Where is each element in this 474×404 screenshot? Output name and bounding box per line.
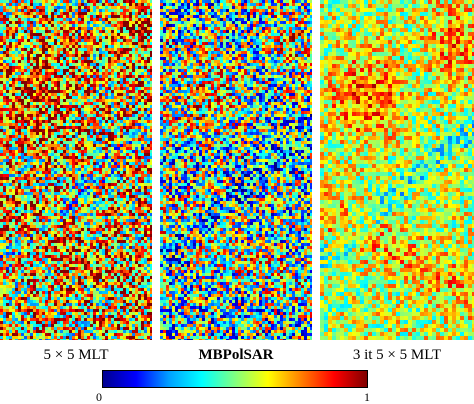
speckle-image: [320, 0, 474, 340]
caption-mbpolsar: MBPolSAR: [198, 347, 274, 363]
colorbar-max-label: 1: [364, 390, 370, 404]
colorbar: [102, 370, 368, 388]
image-panel-iterated-mlt: [320, 0, 474, 340]
image-panel-mlt: [0, 0, 152, 340]
caption-iterated-mlt: 3 it 5 × 5 MLT: [352, 347, 442, 363]
speckle-image: [160, 0, 312, 340]
image-panel-mbpolsar: [160, 0, 312, 340]
caption-mlt: 5 × 5 MLT: [43, 347, 109, 363]
speckle-image: [0, 0, 152, 340]
colorbar-min-label: 0: [96, 390, 102, 404]
